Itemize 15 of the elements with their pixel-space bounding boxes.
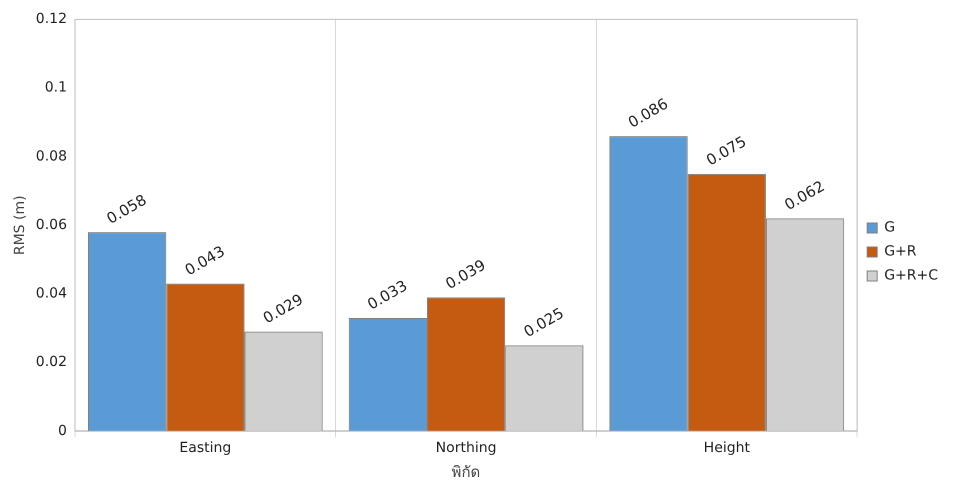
x-axis-title: พิกัด [452,462,481,481]
y-tick-label: 0.08 [36,148,67,164]
y-tick-label: 0.06 [36,216,68,233]
y-tick-label: 0.1 [44,80,67,96]
legend-label: G+R [884,244,917,260]
x-tick-label: Northing [436,440,496,456]
y-axis-title: RMS (m) [12,195,28,256]
legend-label: G+R+C [884,268,938,284]
y-tick-label: 0.12 [36,11,67,28]
y-tick-label: 0.04 [36,286,68,302]
x-tick-label: Height [704,440,750,456]
y-tick-label: 0 [58,422,67,439]
x-tick-label: Easting [179,440,232,456]
y-tick-label: 0.02 [36,354,67,370]
legend-label: G [884,220,896,236]
